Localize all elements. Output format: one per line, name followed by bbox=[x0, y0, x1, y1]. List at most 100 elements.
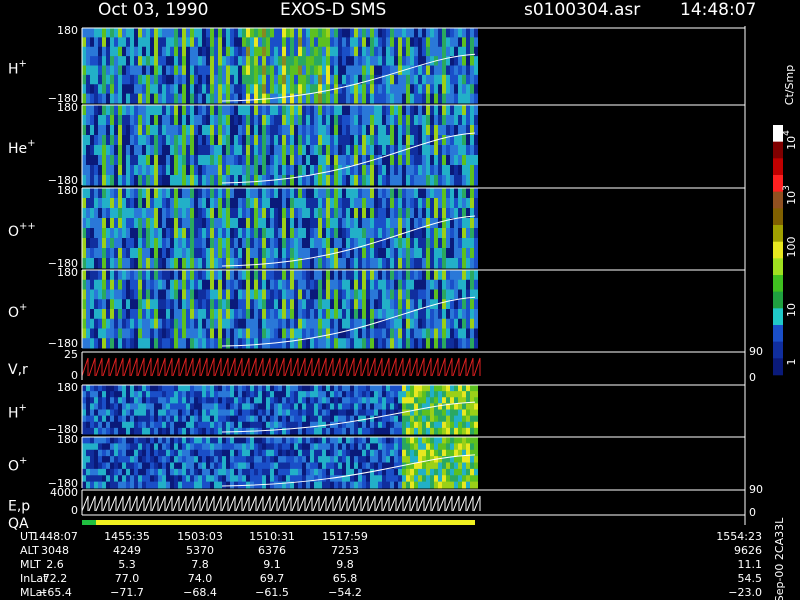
spectrogram-cell bbox=[446, 248, 450, 259]
spectrogram-cell bbox=[206, 437, 210, 444]
spectrogram-cell bbox=[138, 165, 142, 176]
spectrogram-cell bbox=[290, 37, 294, 48]
spectrogram-cell bbox=[226, 165, 230, 176]
spectrogram-cell bbox=[286, 403, 290, 410]
spectrogram-cell bbox=[174, 56, 178, 66]
spectrogram-cell bbox=[394, 299, 398, 310]
spectrogram-cell bbox=[386, 279, 390, 290]
spectrogram-cell bbox=[174, 258, 178, 269]
spectrogram-cell bbox=[446, 338, 450, 349]
spectrogram-cell bbox=[210, 443, 214, 451]
spectrogram-cell bbox=[418, 65, 422, 76]
spectrogram-cell bbox=[114, 299, 118, 310]
spectrogram-cell bbox=[306, 397, 310, 404]
spectrogram-cell bbox=[294, 475, 298, 483]
spectrogram-cell bbox=[354, 279, 358, 290]
spectrogram-cell bbox=[162, 248, 166, 259]
spectrogram-cell bbox=[246, 105, 250, 116]
spectrogram-cell bbox=[254, 443, 258, 451]
spectrogram-cell bbox=[346, 165, 350, 176]
spectrograms bbox=[81, 28, 481, 525]
spectrogram-cell bbox=[450, 415, 454, 423]
spectrogram-cell bbox=[266, 462, 270, 470]
spectrogram-cell bbox=[378, 37, 382, 48]
spectrogram-cell bbox=[330, 289, 334, 300]
spectrogram-cell bbox=[450, 28, 454, 38]
spectrogram-cell bbox=[414, 135, 418, 146]
spectrogram-cell bbox=[278, 37, 282, 48]
spectrogram-cell bbox=[394, 208, 398, 219]
spectrogram-cell bbox=[170, 391, 174, 398]
spectrogram-cell bbox=[86, 105, 90, 116]
spectrogram-cell bbox=[270, 443, 274, 451]
spectrogram-cell bbox=[150, 391, 154, 398]
spectrogram-cell bbox=[226, 228, 230, 239]
spectrogram-cell bbox=[366, 248, 370, 259]
spectrogram-cell bbox=[366, 228, 370, 239]
spectrogram-cell bbox=[150, 409, 154, 417]
spectrogram-cell bbox=[150, 125, 154, 136]
spectrogram-cell bbox=[270, 475, 274, 483]
spectrogram-cell bbox=[86, 468, 90, 476]
spectrogram-cell bbox=[154, 37, 158, 48]
spectrogram-cell bbox=[94, 188, 98, 199]
spectrogram-cell bbox=[166, 462, 170, 470]
spectrogram-cell bbox=[158, 309, 162, 320]
spectrogram-cell bbox=[98, 74, 102, 85]
spectrogram-cell bbox=[290, 145, 294, 156]
spectrogram-cell bbox=[278, 228, 282, 239]
spectrogram-cell bbox=[126, 65, 130, 76]
spectrogram-cell bbox=[354, 56, 358, 66]
panel-label-base: V,r bbox=[8, 362, 28, 378]
spectrogram-cell bbox=[338, 468, 342, 476]
spectrogram-cell bbox=[270, 279, 274, 290]
spectrogram-cell bbox=[458, 46, 462, 57]
spectrogram-cell bbox=[262, 279, 266, 290]
spectrogram-cell bbox=[406, 289, 410, 300]
spectrogram-cell bbox=[126, 228, 130, 239]
spectrogram-cell bbox=[470, 468, 474, 476]
spectrogram-cell bbox=[150, 56, 154, 66]
spectrogram-cell bbox=[146, 449, 150, 457]
spectrogram-cell bbox=[326, 248, 330, 259]
spectrogram-cell bbox=[118, 403, 122, 410]
spectrogram-cell bbox=[334, 270, 338, 281]
spectrogram-cell bbox=[194, 248, 198, 259]
spectrogram-cell bbox=[442, 248, 446, 259]
spectrogram-cell bbox=[262, 65, 266, 76]
spectrogram-cell bbox=[414, 397, 418, 404]
spectrogram-cell bbox=[346, 145, 350, 156]
spectrogram-cell bbox=[330, 145, 334, 156]
spectrogram-cell bbox=[186, 309, 190, 320]
spectrogram-cell bbox=[326, 228, 330, 239]
spectrogram-cell bbox=[374, 443, 378, 451]
spectrogram-cell bbox=[146, 443, 150, 451]
trajectory-curve bbox=[221, 401, 476, 433]
spectrogram-cell bbox=[94, 481, 98, 489]
spectrogram-cell bbox=[238, 437, 242, 444]
spectrogram-cell bbox=[394, 198, 398, 209]
spectrogram-cell bbox=[182, 145, 186, 156]
spectrogram-cell bbox=[346, 385, 350, 392]
spectrogram-cell bbox=[246, 449, 250, 457]
spectrogram-cell bbox=[226, 391, 230, 398]
spectrogram-cell bbox=[94, 397, 98, 404]
spectrogram-cell bbox=[366, 28, 370, 38]
spectrogram-cell bbox=[170, 74, 174, 85]
spectrogram-cell bbox=[130, 481, 134, 489]
spectrogram-cell bbox=[282, 309, 286, 320]
spectrogram-cell bbox=[426, 456, 430, 463]
spectrogram-cell bbox=[462, 198, 466, 209]
spectrogram-cell bbox=[370, 198, 374, 209]
spectrogram-cell bbox=[106, 248, 110, 259]
spectrogram-cell bbox=[458, 481, 462, 489]
spectrogram-cell bbox=[150, 198, 154, 209]
spectrogram-cell bbox=[322, 409, 326, 417]
spectrogram-cell bbox=[110, 328, 114, 339]
spectrogram-cell bbox=[274, 456, 278, 463]
spectrogram-cell bbox=[298, 74, 302, 85]
spectrogram-cell bbox=[314, 391, 318, 398]
spectrogram-cell bbox=[414, 56, 418, 66]
spectrogram-cell bbox=[306, 449, 310, 457]
spectrogram-cell bbox=[378, 238, 382, 249]
